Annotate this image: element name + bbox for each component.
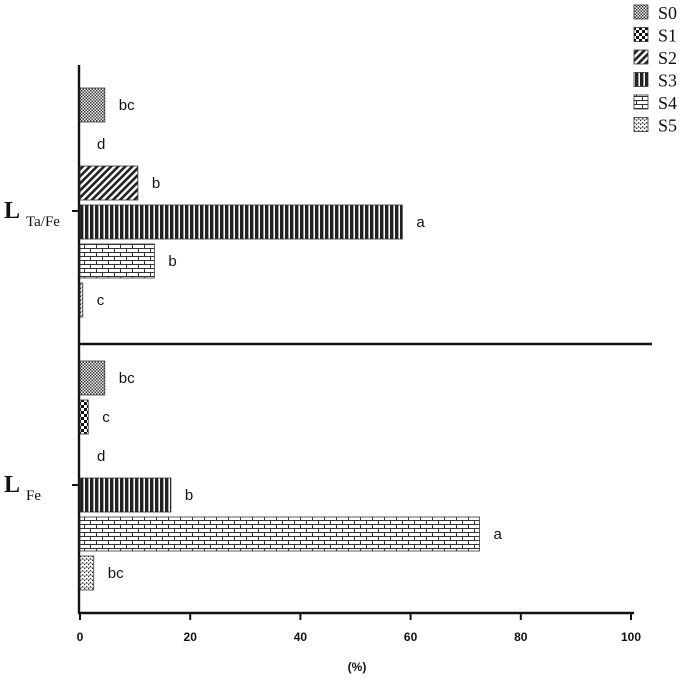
legend-swatch-s3: [633, 72, 649, 87]
x-tick-label: 100: [621, 630, 641, 644]
tick-marks: [79, 613, 632, 620]
bar-s5-group-1: [79, 282, 84, 318]
bars: [79, 87, 480, 591]
bar-s4-group-2: [79, 516, 480, 552]
legend-label-s4: S4: [658, 93, 677, 113]
category-label: L Ta/Fe: [4, 198, 60, 230]
x-tick-label: 20: [184, 630, 198, 644]
significance-letter: bc: [108, 565, 124, 582]
significance-letters: bc bc d c b d a b b a c bc: [97, 97, 503, 582]
x-tick-label: 0: [77, 630, 84, 644]
significance-letter: a: [416, 214, 425, 231]
x-tick-labels: 0 20 40 60 80 100: [77, 630, 642, 644]
axes: [77, 65, 652, 615]
bar-s3-group-1: [79, 204, 403, 240]
bar-s5-group-2: [79, 555, 95, 591]
significance-letter: c: [102, 409, 110, 426]
legend-swatch-s0: [633, 4, 649, 20]
bar-s4-group-1: [79, 243, 155, 279]
x-tick-label: 80: [514, 630, 528, 644]
bar-s3-group-2: [79, 477, 172, 513]
legend-label-s0: S0: [658, 3, 677, 23]
significance-letter: b: [185, 487, 193, 504]
significance-letter: d: [97, 136, 105, 153]
legend-label-s3: S3: [658, 71, 677, 91]
legend-label-s2: S2: [658, 48, 677, 68]
significance-letter: b: [168, 253, 176, 270]
significance-letter: c: [97, 292, 105, 309]
category-label: L Fe: [4, 472, 41, 504]
legend-swatch-s5: [633, 117, 649, 132]
x-axis-label: (%): [348, 660, 367, 674]
significance-letter: bc: [119, 370, 135, 387]
significance-letter: b: [152, 175, 160, 192]
significance-letter: bc: [119, 97, 135, 114]
legend-label-s5: S5: [658, 116, 677, 136]
bar-s0-group-2: [79, 360, 106, 396]
legend-swatch-s4: [633, 94, 649, 110]
bar-s1-group-2: [79, 399, 89, 435]
x-tick-label: 40: [294, 630, 308, 644]
legend-label-s1: S1: [658, 26, 677, 46]
legend-swatch-s2: [633, 49, 649, 65]
category-labels: L Ta/Fe L Fe: [4, 198, 79, 504]
significance-letter: a: [493, 526, 502, 543]
legend-swatch-s1: [633, 27, 649, 42]
significance-letter: d: [97, 448, 105, 465]
bar-s0-group-1: [79, 87, 106, 123]
x-tick-label: 60: [404, 630, 418, 644]
bar-s2-group-1: [79, 165, 139, 201]
